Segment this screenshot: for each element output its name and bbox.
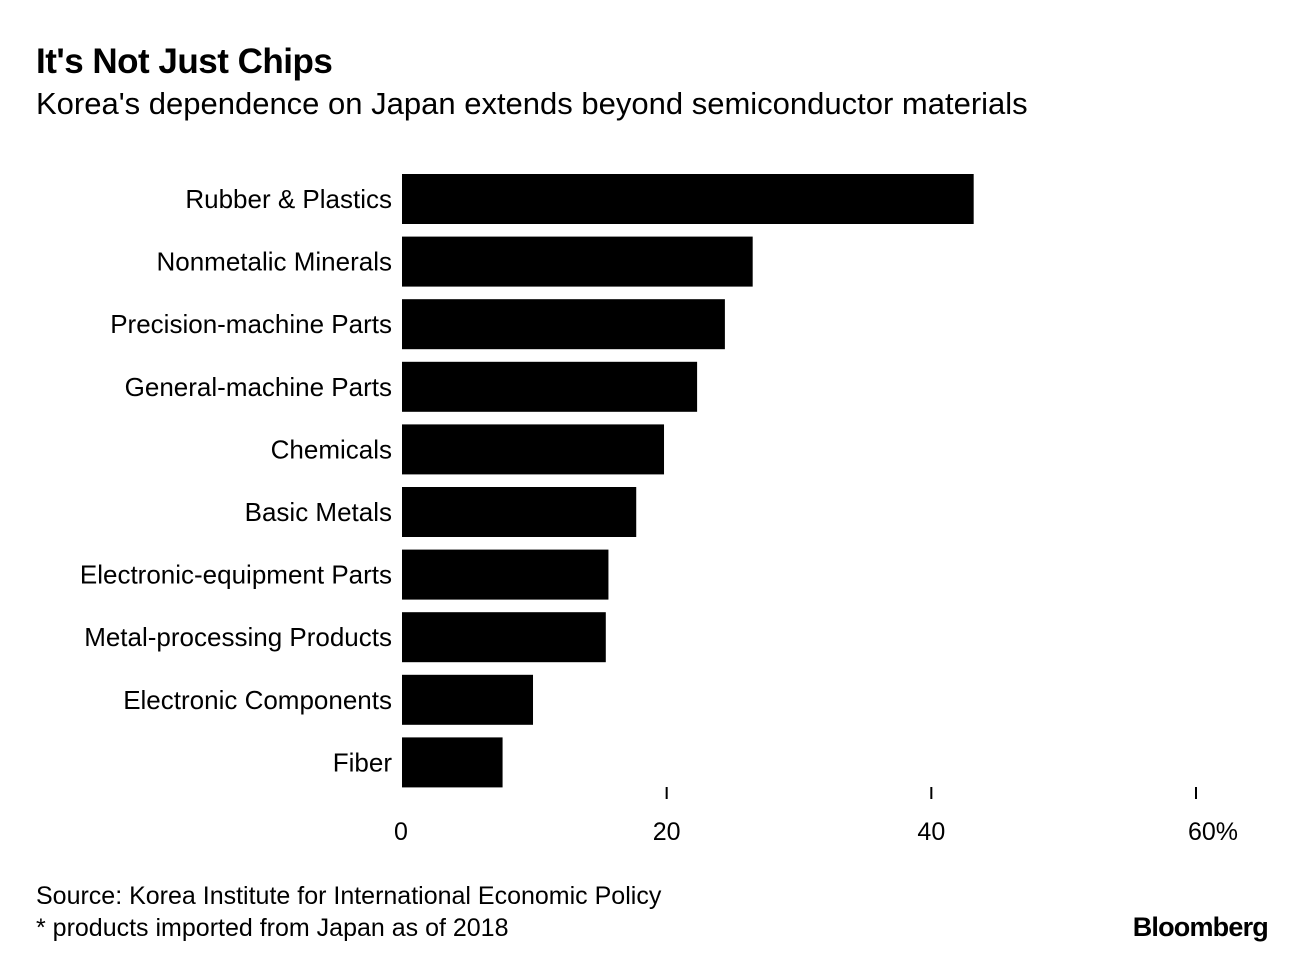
category-label: Nonmetalic Minerals <box>156 247 392 277</box>
x-tick-label: 20 <box>653 818 681 846</box>
bars <box>402 174 974 788</box>
bar <box>402 487 637 537</box>
x-axis-ticks <box>665 787 1197 799</box>
bar <box>402 424 665 475</box>
category-label: Chemicals <box>271 434 392 464</box>
bar <box>402 612 606 663</box>
category-label: Precision-machine Parts <box>110 309 392 339</box>
x-tick-label: 0 <box>394 818 408 846</box>
category-label: Metal-processing Products <box>84 622 392 652</box>
category-label: Electronic Components <box>123 685 392 715</box>
category-labels: Rubber & Plastics Nonmetalic Minerals Prec… <box>80 184 392 777</box>
chart-subtitle: Korea's dependence on Japan extends beyo… <box>36 86 1028 121</box>
bar <box>402 674 534 725</box>
bar <box>402 299 725 350</box>
source-text: Source: Korea Institute for Internationa… <box>36 882 662 910</box>
x-tick-label: 40 <box>917 818 945 846</box>
x-tick-label: 60% <box>1188 818 1238 846</box>
bar <box>402 174 974 224</box>
category-label: Basic Metals <box>245 497 392 527</box>
chart-title: It's Not Just Chips <box>36 42 333 81</box>
category-label: Electronic-equipment Parts <box>80 560 392 590</box>
category-label: Fiber <box>333 747 393 777</box>
bloomberg-logo: Bloomberg <box>1132 912 1269 942</box>
category-label: Rubber & Plastics <box>185 184 392 214</box>
bar <box>402 236 753 287</box>
bar <box>402 549 609 600</box>
x-axis-tick-labels: 0 20 40 60% <box>394 818 1238 846</box>
category-label: General-machine Parts <box>125 372 392 402</box>
footnote-text: * products imported from Japan as of 201… <box>36 914 509 942</box>
bar <box>402 361 698 412</box>
source-note: Source: Korea Institute for Internationa… <box>36 880 661 944</box>
bar <box>402 737 503 788</box>
